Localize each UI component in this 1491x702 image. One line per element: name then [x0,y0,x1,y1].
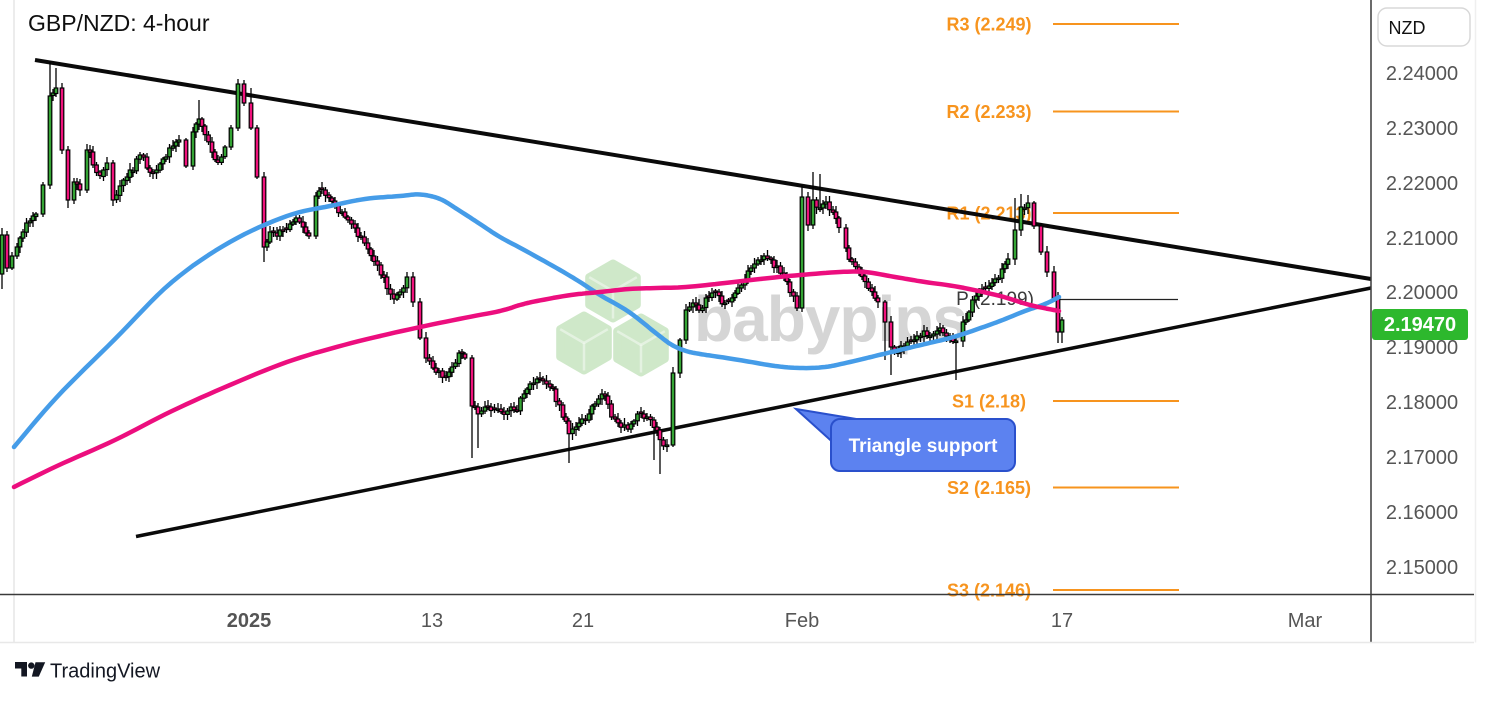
svg-text:S2 (2.165): S2 (2.165) [947,478,1031,498]
svg-text:2.21000: 2.21000 [1386,228,1458,250]
svg-text:2.15000: 2.15000 [1386,557,1458,579]
svg-text:NZD: NZD [1389,18,1426,38]
svg-text:2.19000: 2.19000 [1386,337,1458,359]
svg-text:GBP/NZD: 4-hour: GBP/NZD: 4-hour [28,10,210,36]
svg-text:S3 (2.146): S3 (2.146) [947,581,1031,601]
svg-text:21: 21 [572,610,594,632]
svg-text:2.16000: 2.16000 [1386,502,1458,524]
svg-text:2.19470: 2.19470 [1384,314,1456,336]
svg-text:Triangle support: Triangle support [849,436,999,457]
svg-text:2.24000: 2.24000 [1386,63,1458,85]
svg-text:S1 (2.18): S1 (2.18) [952,392,1026,412]
svg-text:R3 (2.249): R3 (2.249) [946,15,1031,35]
svg-text:Mar: Mar [1288,610,1323,632]
svg-text:17: 17 [1051,610,1073,632]
svg-text:2025: 2025 [227,610,272,632]
svg-text:TradingView: TradingView [50,661,161,683]
svg-text:R2 (2.233): R2 (2.233) [946,102,1031,122]
svg-text:2.18000: 2.18000 [1386,392,1458,414]
svg-text:P (2.199): P (2.199) [956,289,1034,310]
svg-text:2.22000: 2.22000 [1386,173,1458,195]
svg-text:2.23000: 2.23000 [1386,118,1458,140]
svg-text:2.20000: 2.20000 [1386,282,1458,304]
svg-text:13: 13 [421,610,443,632]
svg-text:Feb: Feb [785,610,819,632]
svg-text:2.17000: 2.17000 [1386,447,1458,469]
